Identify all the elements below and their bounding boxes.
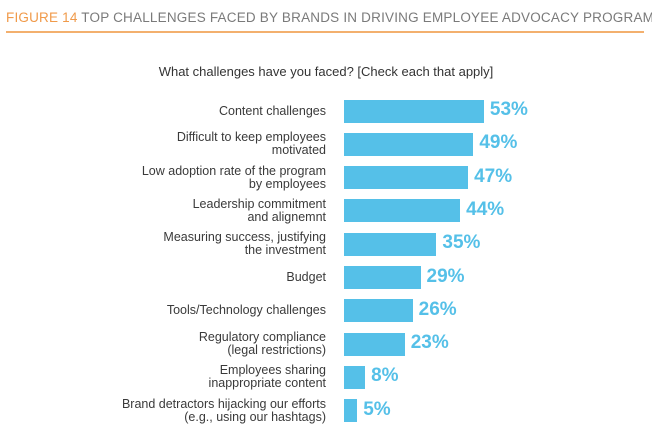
- bar: [344, 232, 437, 256]
- bar: [344, 199, 461, 223]
- value-label: 49%: [479, 132, 518, 154]
- value-label: 5%: [363, 398, 391, 420]
- value-label: 35%: [442, 232, 481, 254]
- bar: [344, 166, 469, 190]
- category-label: Regulatory compliance (legal restriction…: [198, 330, 326, 358]
- bar: [344, 365, 366, 389]
- value-label: 8%: [371, 365, 399, 387]
- category-label: Measuring success, justifying the invest…: [163, 230, 326, 258]
- bar: [344, 266, 421, 289]
- category-label: Tools/Technology challenges: [166, 303, 326, 318]
- value-label: 47%: [474, 165, 513, 187]
- bar: [344, 299, 413, 323]
- category-label: Brand detractors hijacking our efforts (…: [121, 396, 326, 424]
- chart-title: FIGURE 14 TOP CHALLENGES FACED BY BRANDS…: [6, 10, 652, 25]
- value-label: 23%: [410, 332, 449, 354]
- value-label: 53%: [489, 99, 528, 120]
- bar: [344, 99, 484, 123]
- category-label: Content challenges: [218, 103, 326, 118]
- bar: [344, 399, 358, 423]
- bar: [344, 132, 474, 156]
- value-label: 44%: [466, 198, 505, 220]
- category-label: Difficult to keep employees motivated: [176, 130, 326, 158]
- bar: [344, 332, 405, 356]
- category-label: Low adoption rate of the program by empl…: [141, 163, 326, 191]
- category-label: Leadership commitment and alignemnt: [192, 196, 326, 224]
- category-label: Budget: [286, 270, 326, 284]
- figure-label: FIGURE 14: [6, 10, 78, 25]
- value-label: 29%: [426, 265, 465, 287]
- title-text: TOP CHALLENGES FACED BY BRANDS IN DRIVIN…: [81, 10, 652, 25]
- chart-subtitle: What challenges have you faced? [Check e…: [158, 64, 494, 79]
- category-label: Employees sharing inappropriate content: [208, 363, 326, 391]
- value-label: 26%: [418, 298, 457, 320]
- title-rule: [6, 31, 644, 33]
